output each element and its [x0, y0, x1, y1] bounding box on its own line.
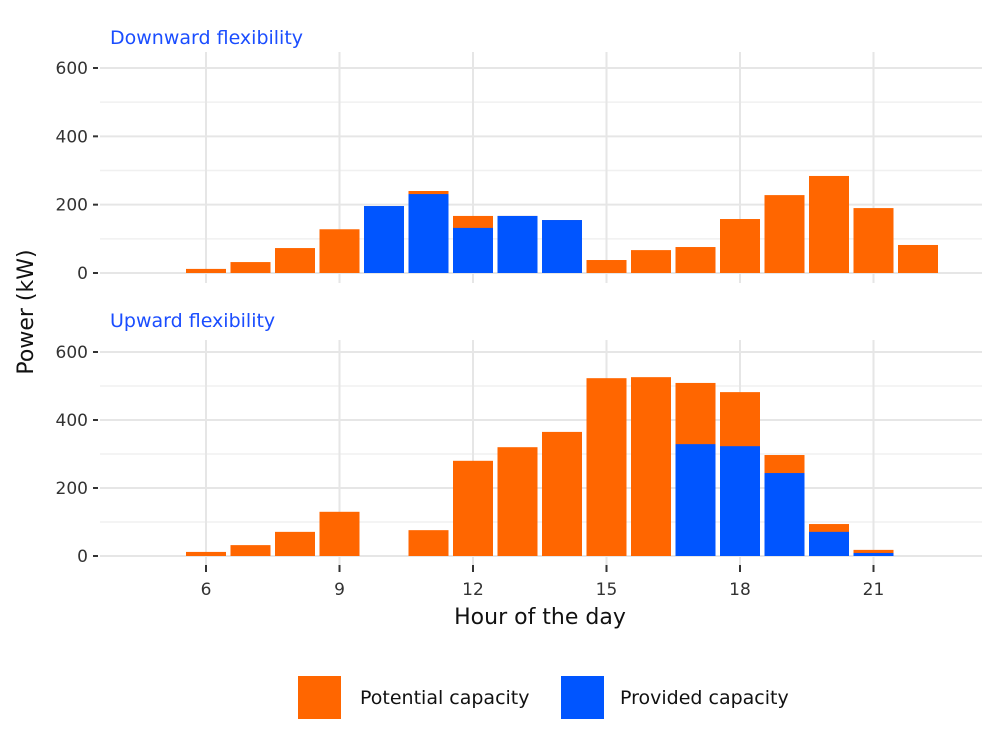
y-axis: 0 200 400 600 [56, 59, 98, 284]
x-tick-label: 15 [596, 580, 618, 600]
bar-potential-h7 [230, 545, 271, 556]
bar-potential-h18 [720, 219, 760, 273]
bar-potential-h9 [319, 511, 360, 556]
y-tick-label: 600 [56, 343, 88, 363]
bar-potential-h20 [809, 175, 849, 273]
bar-potential-h12 [453, 460, 493, 556]
bar-provided-h20 [809, 531, 849, 556]
legend-swatch-potential [298, 676, 341, 719]
bar-potential-h13 [497, 447, 538, 556]
bar-provided-h12 [453, 227, 493, 273]
bar-potential-h16 [631, 377, 671, 556]
legend-swatch-provided [561, 676, 604, 719]
bar-potential-h17 [675, 247, 716, 273]
bar-provided-h17 [675, 444, 716, 556]
x-tick-label: 6 [201, 580, 212, 600]
x-tick-label: 9 [334, 580, 345, 600]
y-tick-label: 200 [56, 479, 88, 499]
bar-potential-h14 [542, 431, 582, 556]
bar-potential-h6 [186, 551, 226, 556]
bar-provided-h18 [720, 446, 760, 556]
bars [186, 377, 894, 556]
y-axis-title: Power (kW) [14, 249, 39, 374]
bar-potential-h22 [898, 244, 938, 273]
y-tick-label: 400 [56, 127, 88, 147]
bar-provided-h14 [542, 220, 582, 273]
x-tick-label: 21 [863, 580, 885, 600]
y-tick-label: 0 [77, 264, 88, 284]
y-axis: 0 200 400 600 [56, 343, 98, 567]
bar-potential-h21 [853, 208, 894, 273]
y-tick-label: 600 [56, 59, 88, 79]
bar-potential-h11 [408, 530, 449, 556]
bars [186, 175, 938, 273]
bar-provided-h11 [408, 194, 449, 273]
panel-title-upward: Upward flexibility [110, 310, 275, 332]
x-axis-title: Hour of the day [454, 605, 626, 630]
bar-potential-h19 [764, 195, 805, 273]
x-tick-label: 18 [729, 580, 751, 600]
bar-potential-h8 [275, 531, 315, 556]
panel-upward: Upward flexibility 0 200 400 600 [56, 310, 982, 567]
legend-label-provided: Provided capacity [620, 687, 789, 709]
bar-potential-h15 [586, 260, 627, 273]
x-tick-label: 12 [462, 580, 484, 600]
grid [100, 340, 982, 566]
grid [100, 52, 982, 283]
panel-title-downward: Downward flexibility [110, 27, 303, 49]
legend-label-potential: Potential capacity [360, 687, 530, 709]
y-tick-label: 400 [56, 411, 88, 431]
bar-potential-h8 [275, 248, 315, 273]
legend: Potential capacity Provided capacity [298, 676, 789, 719]
bar-provided-h21 [853, 552, 894, 556]
bar-potential-h7 [230, 262, 271, 273]
bar-potential-h9 [319, 229, 360, 273]
panel-downward: Downward flexibility 0 200 400 600 [56, 27, 982, 284]
bar-potential-h15 [586, 378, 627, 556]
bar-potential-h6 [186, 268, 226, 273]
y-tick-label: 0 [77, 547, 88, 567]
x-axis: 6 9 12 15 18 21 [201, 565, 885, 600]
bar-provided-h19 [764, 473, 805, 556]
bar-provided-h13 [497, 215, 538, 273]
bar-potential-h16 [631, 250, 671, 273]
bar-provided-h10 [364, 206, 404, 273]
y-tick-label: 200 [56, 196, 88, 216]
